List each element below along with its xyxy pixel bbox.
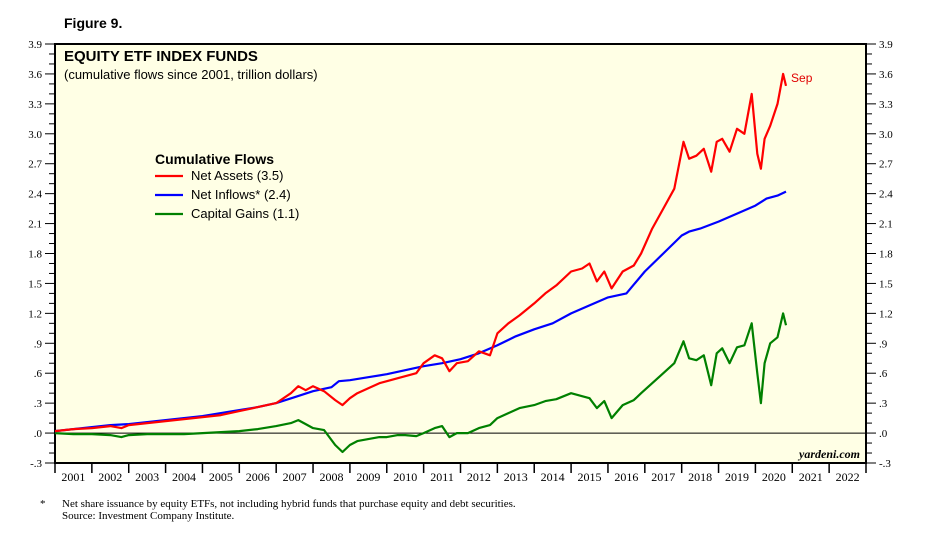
y-tick-label: 1.5 <box>879 278 893 290</box>
y-tick-label: -.3 <box>30 458 42 470</box>
y-tick-label: 2.1 <box>28 219 42 231</box>
credit-yardeni: yardeni.com <box>797 447 860 461</box>
plot-area <box>54 43 867 464</box>
x-tick-label: 2004 <box>172 470 196 484</box>
x-tick-label: 2016 <box>614 470 638 484</box>
x-tick-label: 2022 <box>836 470 860 484</box>
x-tick-label: 2012 <box>467 470 491 484</box>
x-tick-label: 2014 <box>541 470 565 484</box>
x-tick-label: 2005 <box>209 470 233 484</box>
footnote-text: Net share issuance by equity ETFs, not i… <box>62 498 516 510</box>
x-tick-label: 2006 <box>246 470 270 484</box>
y-tick-label: .3 <box>879 398 888 410</box>
y-tick-label: 1.5 <box>28 278 42 290</box>
y-axis-right: 3.9 3.6 3.3 3.0 2.7 2.4 2.1 1.8 1.5 1.2 .9 .6 .3 .0 -.… <box>866 39 893 470</box>
y-tick-label: 3.9 <box>879 39 893 51</box>
y-tick-label: 3.3 <box>879 99 893 111</box>
series-group <box>54 72 788 454</box>
x-axis: 2001 2002 2003 2004 2005 2006 2007 2008 2009 2010… <box>54 463 867 484</box>
y-tick-label: .0 <box>34 428 43 440</box>
y-tick-label: 1.8 <box>879 249 893 261</box>
y-tick-label: -.3 <box>879 458 891 470</box>
chart: 3.9 3.6 3.3 3.0 2.7 2.4 2.1 1.8 1.5 1.2 .9 .6 .3 .0 -.… <box>28 39 893 484</box>
y-tick-label: .6 <box>34 368 43 380</box>
y-tick-label: 3.0 <box>28 129 42 141</box>
annotation-sep: Sep <box>791 71 813 85</box>
legend-net-assets-label: Net Assets (3.5) <box>191 168 283 183</box>
y-tick-label: 2.4 <box>879 189 893 201</box>
y-tick-label: 2.4 <box>28 189 42 201</box>
x-tick-label: 2003 <box>135 470 159 484</box>
y-tick-label: 1.8 <box>28 249 42 261</box>
footnote-marker: * <box>40 498 46 510</box>
x-tick-label: 2015 <box>578 470 602 484</box>
y-tick-label: .3 <box>34 398 43 410</box>
legend-title: Cumulative Flows <box>155 151 274 167</box>
x-tick-label: 2019 <box>725 470 749 484</box>
x-tick-label: 2010 <box>393 470 417 484</box>
x-tick-label: 2018 <box>688 470 712 484</box>
chart-title: EQUITY ETF INDEX FUNDS <box>64 48 258 65</box>
x-tick-label: 2013 <box>504 470 528 484</box>
footnote-source: Source: Investment Company Institute. <box>62 510 235 522</box>
y-tick-label: 3.6 <box>879 69 893 81</box>
footnote: * Net share issuance by equity ETFs, not … <box>40 498 516 522</box>
y-tick-label: 2.7 <box>879 159 893 171</box>
y-tick-label: 3.3 <box>28 99 42 111</box>
series-line-net-assets <box>54 72 788 433</box>
legend-net-inflows-label: Net Inflows* (2.4) <box>191 187 291 202</box>
y-tick-label: 3.6 <box>28 69 42 81</box>
y-tick-label: .9 <box>34 338 43 350</box>
figure-label: Figure 9. <box>64 15 123 31</box>
x-tick-label: 2007 <box>283 470 307 484</box>
x-tick-label: 2021 <box>799 470 823 484</box>
y-tick-label: 1.2 <box>879 308 893 320</box>
y-tick-label: 3.0 <box>879 129 893 141</box>
y-tick-label: .9 <box>879 338 888 350</box>
x-tick-label: 2017 <box>651 470 675 484</box>
y-tick-label: 1.2 <box>28 308 42 320</box>
x-tick-label: 2002 <box>98 470 122 484</box>
y-axis-left: 3.9 3.6 3.3 3.0 2.7 2.4 2.1 1.8 1.5 1.2 .9 .6 .3 .0 -.… <box>28 39 55 470</box>
chart-subtitle: (cumulative flows since 2001, trillion d… <box>64 67 318 82</box>
x-tick-label: 2020 <box>762 470 786 484</box>
y-tick-label: 2.1 <box>879 219 893 231</box>
y-tick-label: .0 <box>879 428 888 440</box>
x-tick-label: 2009 <box>356 470 380 484</box>
legend-capital-gains-label: Capital Gains (1.1) <box>191 206 299 221</box>
x-tick-label: 2011 <box>430 470 454 484</box>
y-tick-label: 2.7 <box>28 159 42 171</box>
legend: Cumulative Flows Net Assets (3.5) Net Inf… <box>155 151 299 221</box>
series-line-capital-gains <box>54 312 788 454</box>
x-tick-label: 2001 <box>61 470 85 484</box>
y-tick-label: 3.9 <box>28 39 42 51</box>
x-tick-label: 2008 <box>319 470 343 484</box>
y-tick-label: .6 <box>879 368 888 380</box>
